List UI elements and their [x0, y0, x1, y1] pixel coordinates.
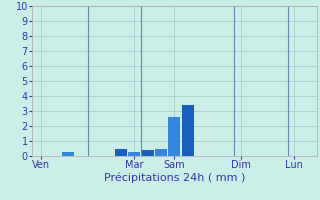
- Bar: [142, 150, 154, 156]
- Bar: [168, 117, 180, 156]
- Bar: [115, 149, 127, 156]
- X-axis label: Précipitations 24h ( mm ): Précipitations 24h ( mm ): [104, 173, 245, 183]
- Bar: [62, 152, 74, 156]
- Bar: [129, 152, 140, 156]
- Bar: [155, 148, 167, 156]
- Bar: [182, 105, 194, 156]
